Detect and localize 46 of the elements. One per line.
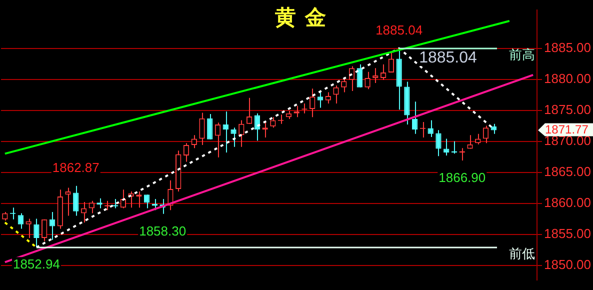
candlestick: [238, 120, 244, 148]
annotation: 1885.04: [419, 49, 478, 66]
candlestick: [42, 218, 48, 242]
ref-line-label: 前低: [509, 246, 536, 262]
y-tick-label: 1850.00: [544, 256, 592, 272]
annotation: 1866.90: [438, 170, 486, 186]
candlestick: [325, 92, 331, 104]
y-tick-label: 1885.00: [544, 40, 592, 55]
candlestick: [372, 68, 378, 84]
candlestick: [436, 130, 442, 157]
candlestick: [412, 101, 418, 134]
candlestick: [388, 51, 394, 73]
annotation: 1885.04: [376, 22, 423, 38]
annotation: 1858.30: [139, 223, 186, 238]
candlestick: [270, 116, 276, 128]
candlestick: [428, 120, 434, 138]
y-tick-label: 1865.00: [544, 164, 592, 179]
candlestick: [207, 113, 213, 140]
candlestick: [34, 218, 40, 248]
candlestick: [214, 122, 221, 158]
candlestick: [222, 111, 228, 153]
chart-title: 黄金: [274, 5, 336, 30]
candlestick: [65, 187, 71, 216]
candlestick: [333, 84, 339, 104]
candlestick: [183, 142, 190, 162]
y-tick-label: 1860.00: [544, 194, 592, 210]
candlestick: [317, 92, 324, 108]
candlestick: [341, 78, 347, 93]
candlestick: [310, 88, 316, 118]
candlestick: [191, 134, 197, 149]
y-tick-label: 1855.00: [544, 226, 592, 241]
candlestick: [199, 112, 205, 146]
candlestick: [88, 200, 94, 214]
candlestick: [246, 97, 252, 124]
ref-line-label: 前高: [509, 46, 536, 63]
candlestick: [356, 64, 362, 88]
candlestick: [230, 127, 236, 148]
candlestick: [482, 125, 489, 144]
y-tick-label: 1880.00: [544, 70, 592, 86]
annotation: 1862.87: [52, 160, 100, 176]
candlestick: [444, 138, 450, 156]
y-tick-label: 1875.00: [544, 102, 592, 117]
candlestick: [73, 185, 79, 216]
candlestick: [490, 123, 496, 134]
candlestick: [467, 134, 473, 150]
annotation: 1852.94: [12, 256, 60, 272]
